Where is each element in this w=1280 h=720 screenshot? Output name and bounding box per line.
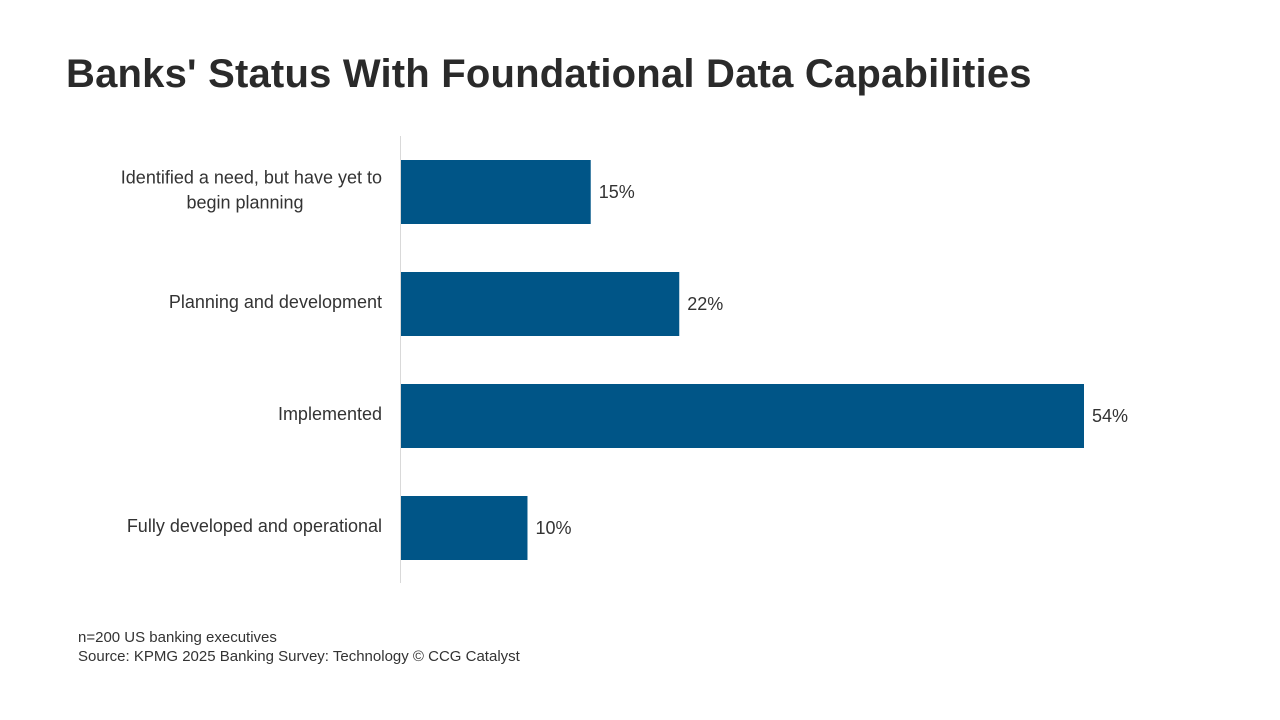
bar-1 [401, 272, 680, 336]
bar-3 [401, 496, 528, 560]
value-label-2: 54% [1092, 406, 1128, 426]
value-label-1: 22% [687, 294, 723, 314]
category-label-3: Fully developed and operational [127, 516, 382, 536]
chart-title: Banks' Status With Foundational Data Cap… [66, 52, 1032, 96]
sample-size-note: n=200 US banking executives [78, 629, 277, 646]
bar-0 [401, 160, 591, 224]
category-label-0-line-1: begin planning [186, 193, 303, 213]
bar-2 [401, 384, 1084, 448]
labels-layer: 15% Identified a need, but have yet to beg… [121, 168, 1128, 539]
bars-layer [401, 160, 1084, 560]
category-label-0-line-0: Identified a need, but have yet to [121, 168, 382, 188]
category-label-1: Planning and development [169, 292, 382, 312]
value-label-3: 10% [535, 518, 571, 538]
category-label-2: Implemented [278, 404, 382, 424]
value-label-0: 15% [599, 182, 635, 202]
source-note: Source: KPMG 2025 Banking Survey: Techno… [78, 648, 520, 665]
footnote: n=200 US banking executives Source: KPMG… [78, 628, 520, 666]
